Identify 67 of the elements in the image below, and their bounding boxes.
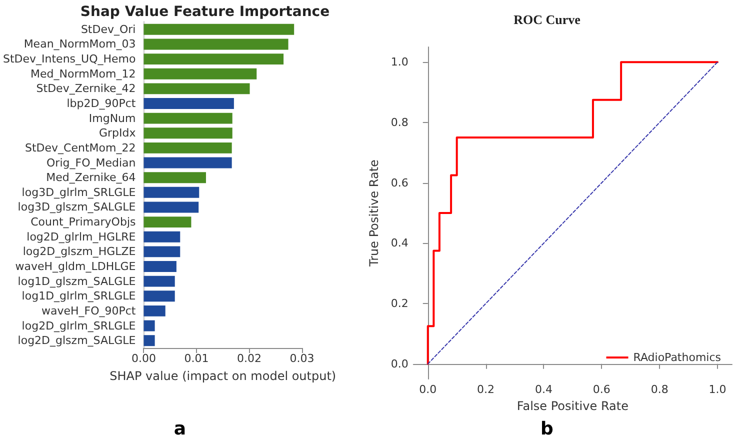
y-tick-label: Orig_FO_Median [46, 156, 136, 170]
y-tick-label: GrpIdx [98, 126, 136, 140]
x-axis-title: SHAP value (impact on model output) [110, 369, 336, 383]
bar [144, 290, 175, 302]
y-tick-label: log3D_glszm_SALGLE [18, 200, 136, 214]
y-tick-label: log2D_glrlm_HGLRE [26, 230, 136, 244]
bar [144, 24, 294, 35]
bar [144, 231, 180, 242]
bar [144, 305, 166, 316]
x-tick-label: 1.0 [708, 383, 726, 396]
y-tick-label: 1.0 [390, 56, 408, 69]
y-tick-label: log2D_glrlm_SRLGLE [22, 319, 136, 332]
bar [144, 172, 206, 184]
y-tick-label: Mean_NormMom_03 [24, 38, 136, 51]
y-tick-label: Count_PrimaryObjs [30, 216, 136, 229]
x-tick-label: 0.6 [592, 383, 610, 396]
x-tick-label: 0.03 [290, 352, 314, 365]
bar [144, 142, 232, 154]
bar [144, 335, 155, 346]
chart-title: Shap Value Feature Importance [80, 4, 330, 20]
x-tick-label: 0.8 [650, 383, 668, 396]
y-tick-label: 0.4 [390, 236, 408, 250]
bar [144, 38, 288, 50]
bar [144, 186, 200, 198]
bar [144, 202, 199, 213]
x-tick-label: 0.01 [184, 352, 209, 365]
bar [144, 68, 257, 80]
y-tick-label: log2D_glszm_SALGLE [18, 334, 136, 348]
text: a [174, 418, 186, 438]
y-tick-label: waveH_gldm_LDHLGE [15, 260, 136, 273]
y-tick-label: Med_NormMom_12 [30, 67, 136, 80]
bar [144, 320, 155, 332]
y-tick-label: log3D_glrlm_SRLGLE [22, 186, 136, 199]
y-tick-label: 0.8 [390, 116, 408, 129]
bar [144, 112, 232, 124]
y-tick-label: StDev_Zernike_42 [36, 82, 136, 96]
y-tick-label: ImgNum [88, 112, 136, 125]
bar [144, 83, 250, 94]
x-tick-label: 0.0 [419, 383, 437, 396]
bar [144, 128, 232, 139]
y-tick-label: 0.6 [390, 176, 408, 190]
y-tick-label: 0.2 [390, 297, 408, 310]
x-tick-label: 0.2 [477, 383, 495, 396]
bar [144, 54, 284, 65]
y-tick-label: waveH_FO_90Pct [41, 304, 136, 318]
y-tick-label: Med_Zernike_64 [46, 171, 136, 184]
y-tick-label: log2D_glszm_HGLZE [22, 245, 136, 258]
y-tick-label: StDev_Intens_UQ_Hemo [2, 52, 136, 66]
bar [144, 276, 175, 287]
x-tick-label: 0.4 [534, 383, 552, 396]
text: b [540, 418, 554, 438]
y-tick-label: lbp2D_90Pct [66, 97, 136, 110]
bar [144, 261, 176, 272]
bar [144, 98, 234, 109]
chart-title: ROC Curve [514, 12, 581, 27]
bar [144, 246, 180, 258]
y-axis-title: True Positive Rate [367, 160, 381, 268]
legend-label: RAdioPathomics [633, 351, 722, 364]
x-tick-label: 0.00 [131, 352, 156, 365]
x-axis-title: False Positive Rate [516, 398, 628, 413]
x-tick-label: 0.02 [236, 352, 262, 365]
y-tick-label: log1D_glrlm_SRLGLE [22, 290, 136, 303]
bar [144, 216, 192, 228]
y-tick-label: log1D_glszm_SALGLE [18, 274, 136, 288]
bar [144, 157, 232, 168]
y-tick-label: StDev_Ori [80, 22, 136, 36]
y-tick-label: StDev_CentMom_22 [25, 141, 136, 154]
